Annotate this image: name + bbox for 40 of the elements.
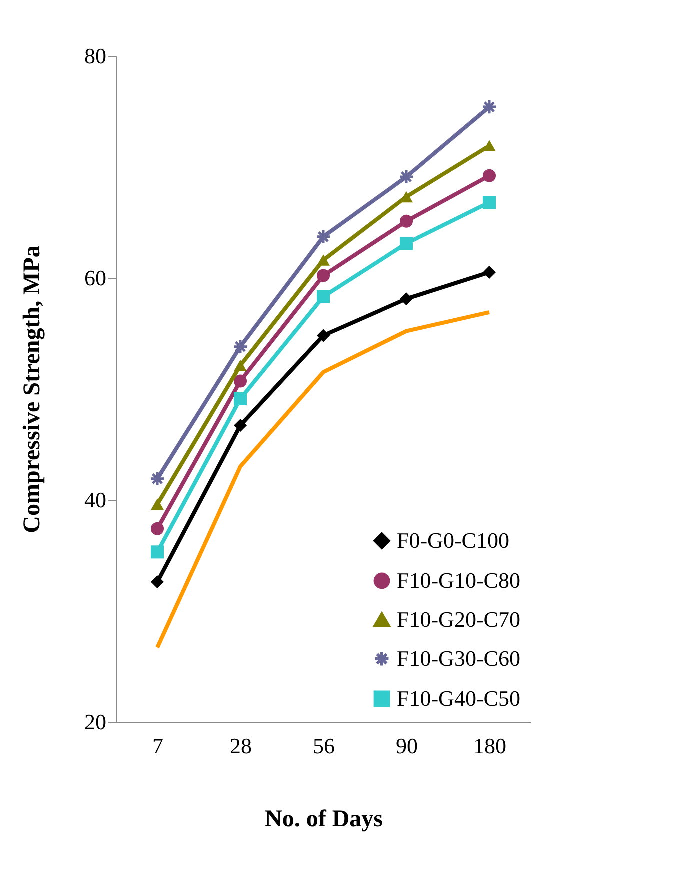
legend-label: F10-G40-C50 [397,686,520,711]
y-tick-label: 80 [84,44,106,68]
point [234,360,248,372]
x-tick-label: 180 [474,734,506,758]
point [400,214,414,228]
point [234,374,248,388]
point [316,290,330,304]
point [234,419,248,432]
point [482,266,496,279]
point [482,169,496,182]
point [150,522,164,536]
legend-label: F10-G20-C70 [397,607,520,632]
y-axis-title: Compressive Strength, MPa [20,246,46,534]
point [398,169,414,185]
point [232,339,248,355]
legend-label: F0-G0-C100 [397,528,510,553]
point [150,471,166,487]
point [482,140,496,152]
point [316,329,330,342]
point [234,392,248,406]
point [150,498,164,510]
point [316,254,330,266]
point [150,576,164,589]
x-tick-label: 7 [152,734,164,758]
x-tick-label: 56 [313,734,335,758]
x-tick-label: 90 [396,734,418,758]
y-tick-label: 20 [84,710,106,734]
point [316,269,330,282]
point [150,546,164,559]
point [400,237,414,250]
point [316,229,332,245]
x-tick-label: 28 [230,734,252,758]
point [482,99,498,115]
point [482,196,496,210]
legend-label: F10-G30-C60 [397,646,520,671]
y-tick-label: 40 [84,488,106,512]
y-tick-label: 60 [84,266,106,290]
point [400,292,414,306]
x-axis-title: No. of Days [265,806,383,832]
legend-label: F10-G10-C80 [397,568,520,593]
